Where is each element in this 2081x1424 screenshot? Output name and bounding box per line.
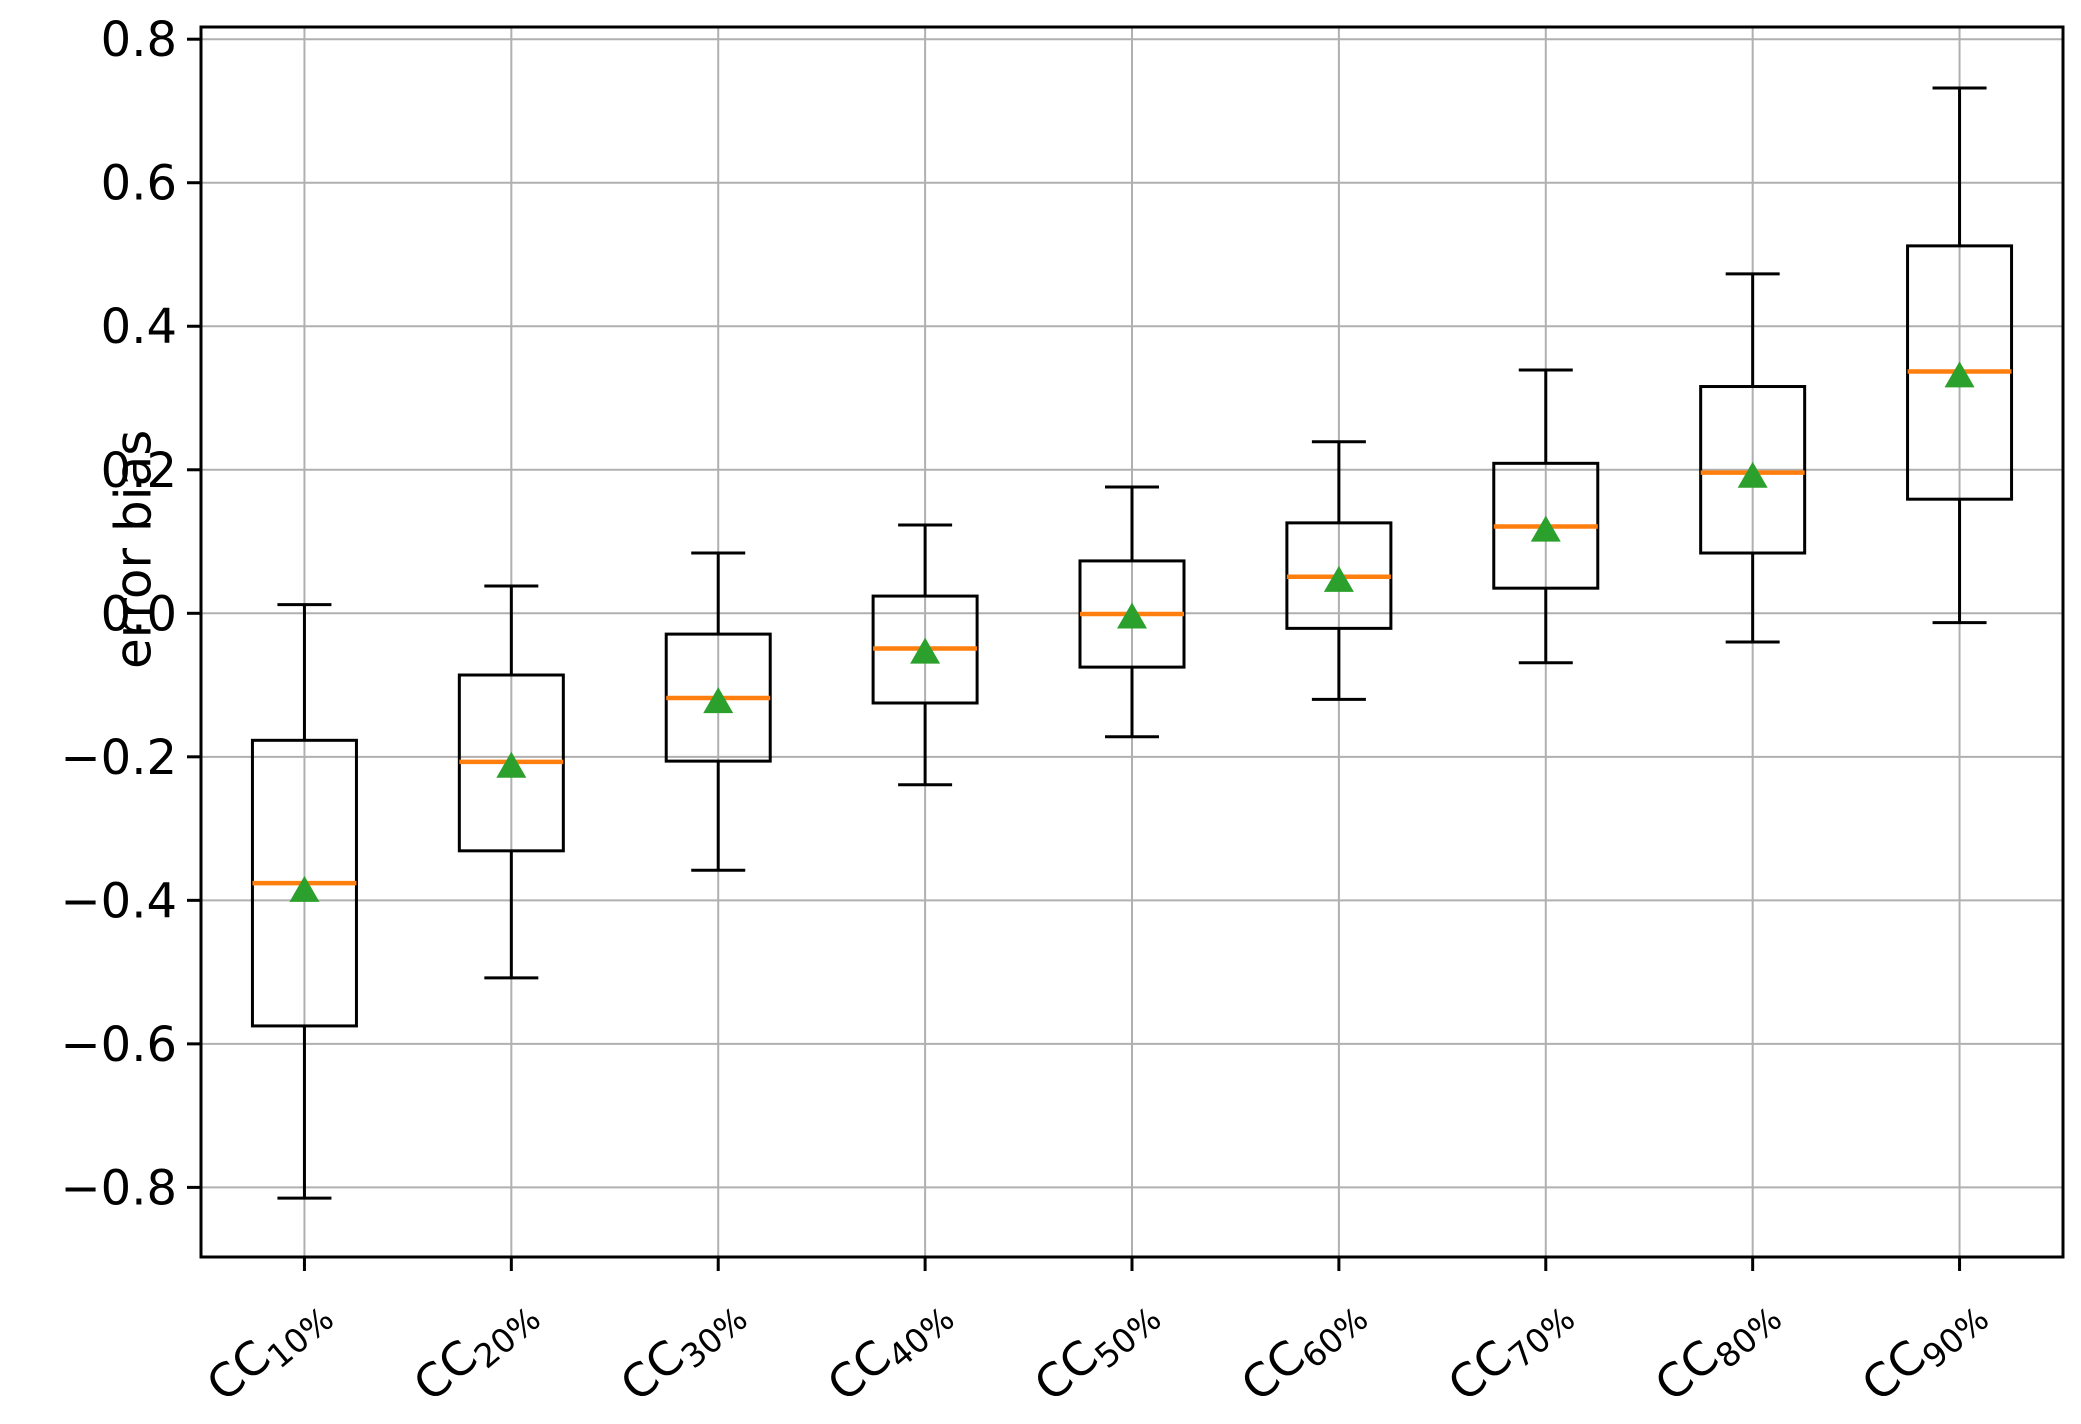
mean-triangle-marker-CC90% xyxy=(1944,361,1975,388)
mean-triangle-marker-CC70% xyxy=(1530,515,1561,542)
y-tick-label: 0.4 xyxy=(101,299,177,355)
y-tick-label: 0.0 xyxy=(101,586,177,642)
mean-triangle-marker-CC40% xyxy=(910,637,941,664)
x-tick-label: CC60% xyxy=(1231,1282,1376,1417)
y-tick-label: −0.8 xyxy=(60,1160,177,1216)
x-tick-label: CC30% xyxy=(610,1282,755,1417)
mean-triangle-marker-CC80% xyxy=(1737,461,1768,488)
y-tick-label: 0.8 xyxy=(101,12,177,68)
y-tick-label: −0.2 xyxy=(60,730,177,786)
x-tick-label: CC80% xyxy=(1645,1282,1790,1417)
y-tick-label: 0.2 xyxy=(101,443,177,499)
x-tick-label: CC70% xyxy=(1438,1282,1583,1417)
x-tick-label: CC20% xyxy=(403,1282,548,1417)
mean-triangle-marker-CC60% xyxy=(1323,565,1354,592)
x-tick-label: CC40% xyxy=(817,1282,962,1417)
x-tick-label: CC50% xyxy=(1024,1282,1169,1417)
y-tick-label: −0.6 xyxy=(60,1017,177,1073)
box-CC80% xyxy=(1699,385,1807,555)
mean-triangle-marker-CC20% xyxy=(496,751,527,778)
mean-triangle-marker-CC30% xyxy=(703,687,734,714)
mean-triangle-marker-CC50% xyxy=(1117,602,1147,629)
x-tick-label: CC10% xyxy=(196,1282,341,1417)
y-tick-label: −0.4 xyxy=(60,873,177,929)
mean-triangle-marker-CC10% xyxy=(289,875,320,902)
y-tick-label: 0.6 xyxy=(101,156,177,212)
x-tick-label: CC90% xyxy=(1852,1282,1997,1417)
